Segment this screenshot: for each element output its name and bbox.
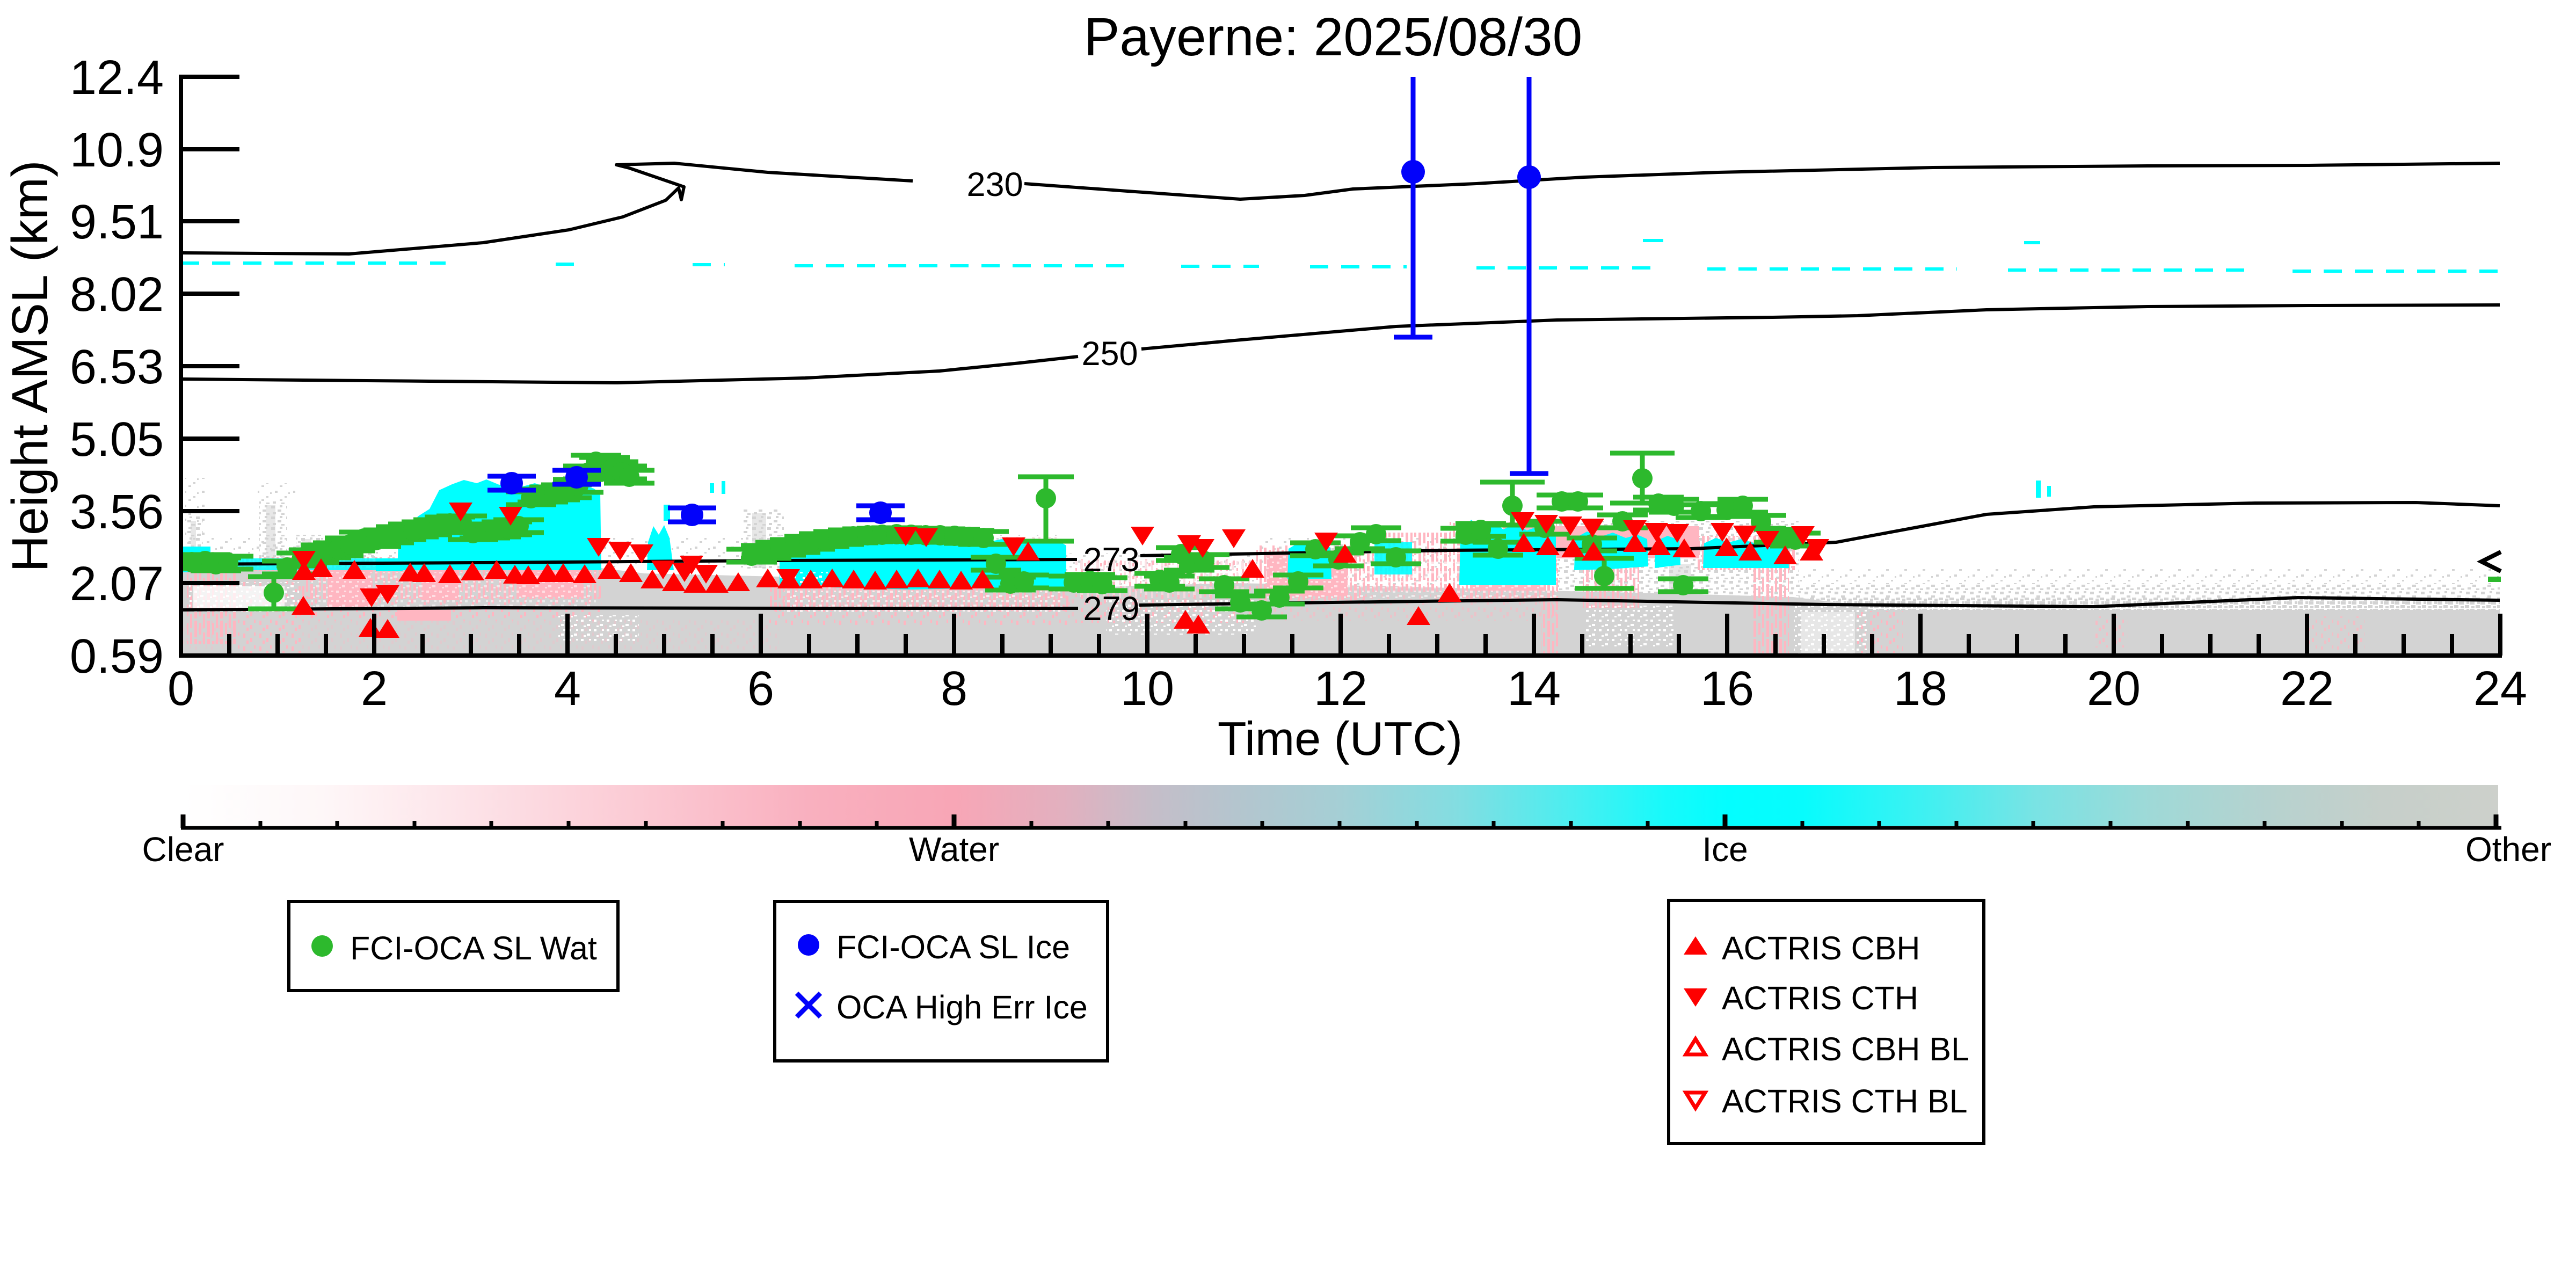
svg-text:Other: Other [2465, 830, 2551, 869]
svg-text:ACTRIS CBH BL: ACTRIS CBH BL [1722, 1031, 1969, 1067]
svg-text:Height AMSL (km): Height AMSL (km) [2, 160, 59, 572]
svg-text:OCA High Err Ice: OCA High Err Ice [836, 989, 1088, 1025]
svg-text:4: 4 [554, 662, 581, 716]
svg-text:0: 0 [168, 662, 194, 716]
svg-text:250: 250 [1081, 335, 1138, 373]
svg-text:18: 18 [1894, 662, 1947, 716]
svg-text:14: 14 [1507, 662, 1561, 716]
svg-text:0.59: 0.59 [70, 630, 164, 683]
svg-text:2: 2 [361, 662, 388, 716]
svg-text:12.4: 12.4 [70, 51, 164, 105]
svg-text:10: 10 [1120, 662, 1174, 716]
svg-text:8.02: 8.02 [70, 268, 164, 322]
svg-text:ACTRIS CTH BL: ACTRIS CTH BL [1722, 1083, 1968, 1119]
svg-text:20: 20 [2087, 662, 2141, 716]
svg-text:16: 16 [1700, 662, 1754, 716]
svg-text:6: 6 [747, 662, 774, 716]
svg-text:5.05: 5.05 [70, 413, 164, 467]
svg-text:Water: Water [909, 830, 999, 869]
svg-text:24: 24 [2473, 662, 2527, 716]
svg-text:ACTRIS CBH: ACTRIS CBH [1722, 930, 1920, 966]
svg-text:279: 279 [1083, 590, 1139, 628]
svg-text:12: 12 [1314, 662, 1367, 716]
svg-text:2.07: 2.07 [70, 557, 164, 611]
svg-text:Payerne: 2025/08/30: Payerne: 2025/08/30 [1084, 7, 1583, 67]
svg-text:10.9: 10.9 [70, 123, 164, 177]
svg-text:6.53: 6.53 [70, 340, 164, 394]
svg-text:Time (UTC): Time (UTC) [1218, 712, 1462, 765]
svg-text:9.51: 9.51 [70, 195, 164, 249]
svg-text:22: 22 [2280, 662, 2334, 716]
svg-text:230: 230 [966, 166, 1023, 203]
svg-text:Clear: Clear [142, 830, 224, 869]
svg-text:FCI-OCA SL Wat: FCI-OCA SL Wat [350, 930, 597, 966]
svg-text:Ice: Ice [1702, 830, 1748, 869]
svg-text:8: 8 [941, 662, 967, 716]
svg-text:3.56: 3.56 [70, 485, 164, 539]
svg-text:ACTRIS CTH: ACTRIS CTH [1722, 980, 1918, 1016]
svg-text:FCI-OCA SL Ice: FCI-OCA SL Ice [836, 929, 1070, 965]
